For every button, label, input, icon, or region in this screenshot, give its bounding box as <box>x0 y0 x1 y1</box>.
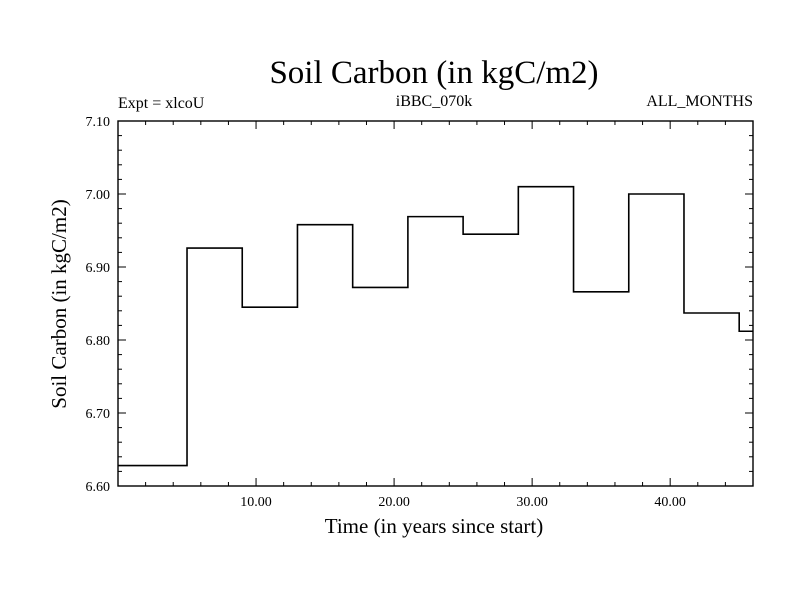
y-tick-label: 6.60 <box>86 480 111 495</box>
x-axis-label: Time (in years since start) <box>325 514 544 538</box>
y-tick-label: 6.80 <box>86 334 111 349</box>
chart-title: Soil Carbon (in kgC/m2) <box>269 55 598 91</box>
y-tick-label: 6.70 <box>86 407 111 422</box>
y-tick-label: 7.10 <box>86 115 111 130</box>
soil-carbon-series-line <box>118 185 753 467</box>
y-axis-label: Soil Carbon (in kgC/m2) <box>47 199 71 408</box>
x-tick-label: 30.00 <box>516 495 548 510</box>
axis-ticks <box>118 120 753 487</box>
plot-frame <box>117 120 754 487</box>
x-tick-label: 40.00 <box>654 495 686 510</box>
experiment-label: Expt = xlcoU <box>118 95 205 112</box>
months-label: ALL_MONTHS <box>646 93 753 110</box>
y-tick-label: 7.00 <box>86 188 111 203</box>
x-tick-label: 20.00 <box>378 495 410 510</box>
x-tick-label: 10.00 <box>240 495 272 510</box>
run-label: iBBC_070k <box>396 93 472 110</box>
axis-tick-labels: 6.60 6.70 6.80 6.90 7.00 7.10 10.00 20.00 30.00 4… <box>86 115 686 510</box>
y-tick-label: 6.90 <box>86 261 111 276</box>
